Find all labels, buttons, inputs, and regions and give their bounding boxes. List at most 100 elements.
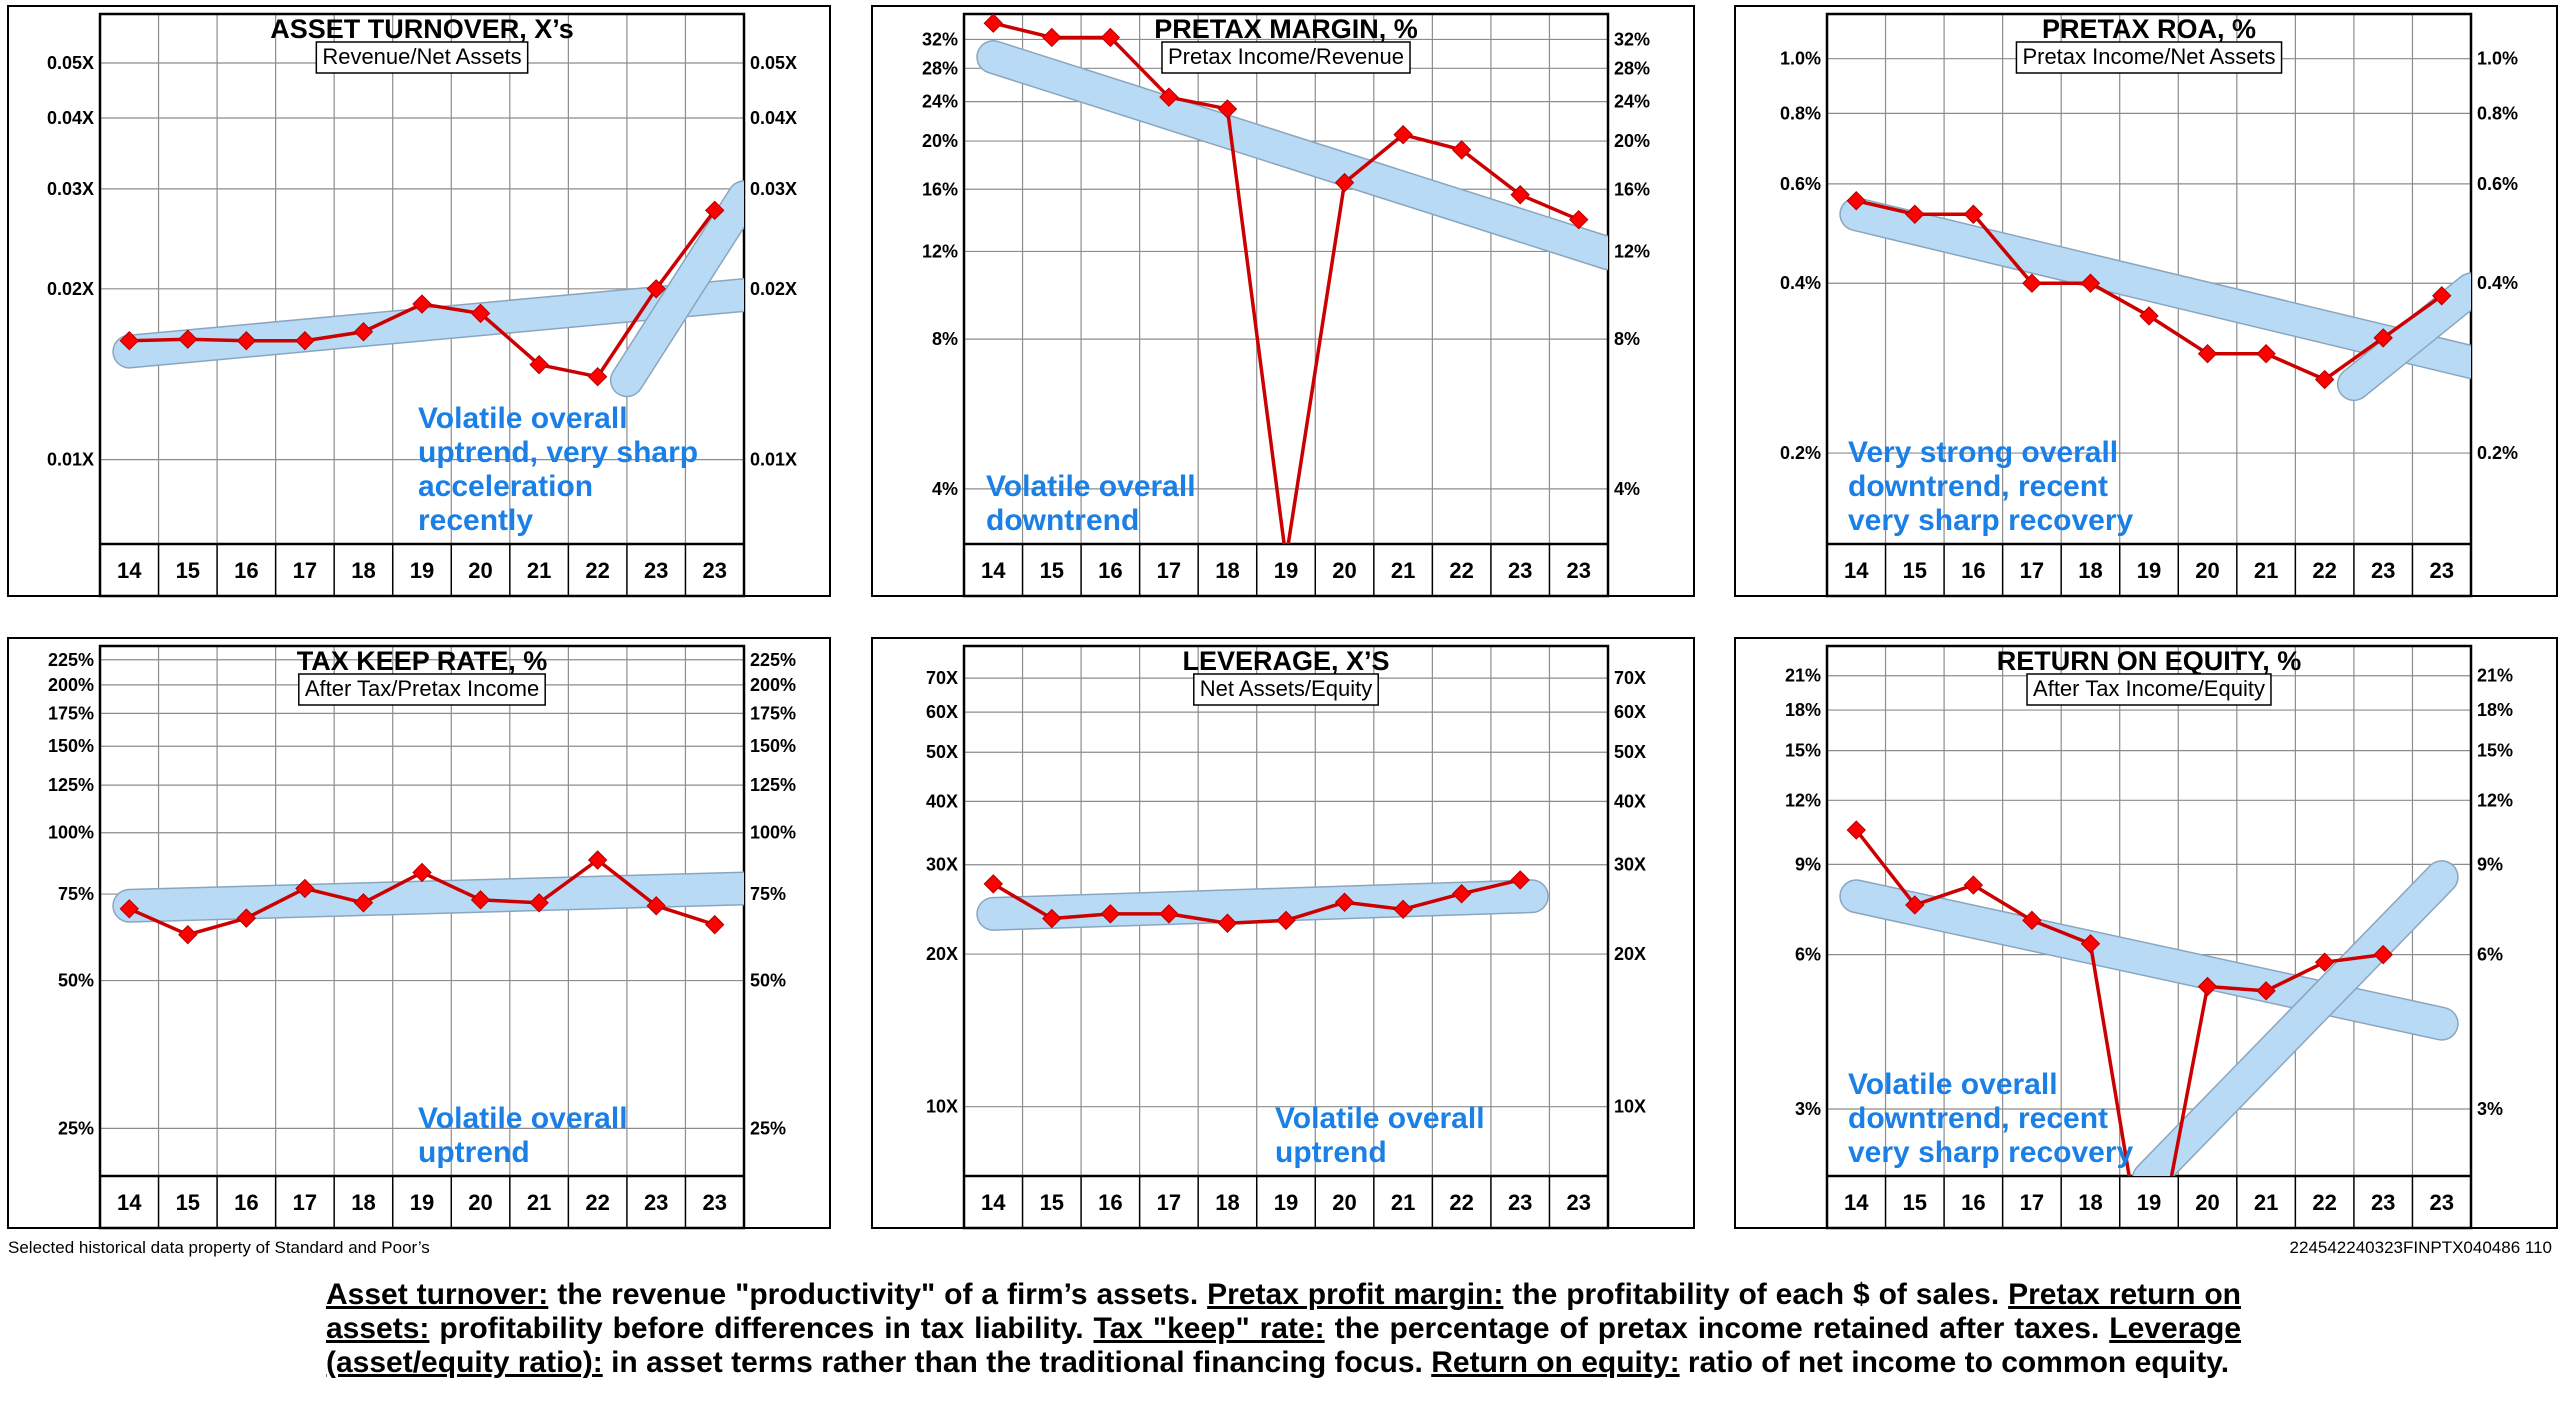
data-point xyxy=(2139,306,2159,326)
trend-band xyxy=(611,181,744,396)
trend-band xyxy=(113,279,744,368)
y-tick-label-left: 200% xyxy=(48,675,94,695)
x-tick-label: 20 xyxy=(2195,558,2219,583)
x-tick-label: 20 xyxy=(1332,1190,1356,1215)
data-point xyxy=(353,893,374,913)
data-point xyxy=(1846,191,1866,211)
x-tick-label: 23 xyxy=(1508,1190,1532,1215)
chart-title: ASSET TURNOVER, X’s xyxy=(270,14,574,44)
x-tick-label: 15 xyxy=(176,1190,200,1215)
data-point xyxy=(1042,27,1062,48)
plot-area xyxy=(1839,191,2471,402)
plot-area-border xyxy=(1825,644,2473,1230)
y-tick-label-left: 28% xyxy=(922,58,958,78)
data-point xyxy=(1217,99,1238,119)
data-point xyxy=(1963,875,1984,895)
y-tick-label-left: 25% xyxy=(58,1118,94,1138)
x-tick-label: 23 xyxy=(1566,1190,1590,1215)
data-point xyxy=(2256,981,2276,1001)
x-tick-label: 23 xyxy=(1508,558,1532,583)
data-point xyxy=(1042,908,1062,929)
x-tick-label: 18 xyxy=(351,558,375,583)
data-point xyxy=(1100,27,1121,48)
x-tick-label: 14 xyxy=(117,1190,142,1215)
y-tick-label-left: 0.02X xyxy=(47,279,94,299)
glossary-term: Asset turnover: xyxy=(326,1278,549,1311)
plot-area xyxy=(112,850,744,945)
x-tick-label: 19 xyxy=(2137,558,2161,583)
y-tick-label-right: 3% xyxy=(2477,1099,2503,1119)
data-point xyxy=(2022,273,2042,293)
plot-area xyxy=(976,870,1549,933)
chart-panel-5: 10X 10X 20X 20X 30X 30X 40X 40X 50X 50X 60X 60X 70X 7… xyxy=(871,637,1695,1230)
y-tick-label-left: 60X xyxy=(926,702,958,722)
y-tick-label-left: 12% xyxy=(922,241,958,261)
data-point xyxy=(1276,910,1296,931)
y-tick-label-right: 20X xyxy=(1614,944,1646,964)
chart-subtitle: After Tax/Pretax Income xyxy=(305,676,539,701)
trend-band xyxy=(2338,273,2471,400)
subtitle-box xyxy=(298,673,546,706)
x-tick-label: 18 xyxy=(2078,1190,2102,1215)
y-tick-label-left: 50X xyxy=(926,742,958,762)
data-point xyxy=(1393,899,1413,920)
y-tick-label-left: 12% xyxy=(1785,790,1821,810)
data-point xyxy=(587,366,608,387)
subtitle-box xyxy=(315,41,529,74)
data-point xyxy=(2373,944,2393,965)
x-tick-label: 22 xyxy=(1449,1190,1473,1215)
y-tick-label-right: 21% xyxy=(2477,666,2513,686)
y-tick-label-right: 125% xyxy=(750,775,796,795)
annotation-line: Volatile overall xyxy=(418,402,628,435)
annotation-line: downtrend xyxy=(986,504,1139,537)
x-tick-label: 14 xyxy=(1844,558,1869,583)
subtitle-box xyxy=(1161,41,1411,74)
y-tick-label-left: 0.2% xyxy=(1780,443,1821,463)
y-tick-label-left: 21% xyxy=(1785,666,1821,686)
data-point xyxy=(295,878,315,899)
x-tick-label: 17 xyxy=(293,1190,317,1215)
y-tick-label-left: 10X xyxy=(926,1097,958,1117)
y-tick-label-right: 32% xyxy=(1614,29,1650,49)
x-tick-label: 23 xyxy=(644,1190,668,1215)
data-point xyxy=(2432,286,2452,306)
y-tick-label-right: 0.8% xyxy=(2477,103,2518,123)
annotation-line: downtrend, recent xyxy=(1848,1102,2108,1135)
x-tick-label: 21 xyxy=(1391,1190,1415,1215)
y-tick-label-left: 20X xyxy=(926,944,958,964)
x-tick-label: 20 xyxy=(468,1190,492,1215)
data-point xyxy=(646,896,666,916)
annotation-line: uptrend, very sharp xyxy=(418,436,698,469)
chart-panel-1: 0.01X 0.01X 0.02X 0.02X 0.03X 0.03X 0.04X 0.04X… xyxy=(7,5,831,598)
data-point xyxy=(2256,344,2276,364)
y-tick-label-right: 150% xyxy=(750,736,796,756)
data-point xyxy=(1334,892,1355,912)
chart-subtitle: Pretax Income/Net Assets xyxy=(2022,44,2275,69)
x-tick-label: 14 xyxy=(117,558,142,583)
data-point xyxy=(2314,952,2335,972)
annotation-line: acceleration xyxy=(418,470,593,503)
y-tick-label-right: 50X xyxy=(1614,742,1646,762)
data-line xyxy=(992,21,1580,544)
plot-area-border xyxy=(962,644,1610,1230)
y-tick-label-right: 8% xyxy=(1614,329,1640,349)
data-point xyxy=(1159,904,1179,924)
chart-panel-3: 0.2% 0.2% 0.4% 0.4% 0.6% 0.6% 0.8% 0.8% 1.0% 1.0%… xyxy=(1734,5,2558,598)
data-point xyxy=(529,354,549,375)
y-tick-label-left: 225% xyxy=(48,650,94,670)
annotation-line: Very strong overall xyxy=(1848,436,2118,469)
y-tick-label-left: 1.0% xyxy=(1780,49,1821,69)
x-tick-label: 16 xyxy=(234,1190,258,1215)
chart-title: TAX KEEP RATE, % xyxy=(297,646,548,676)
data-point xyxy=(412,862,432,883)
data-point xyxy=(983,874,1003,894)
x-tick-label: 21 xyxy=(527,558,551,583)
x-tick-label: 19 xyxy=(410,558,434,583)
trend-band xyxy=(2133,861,2458,1176)
annotation-line: very sharp recovery xyxy=(1848,1136,2134,1169)
data-point xyxy=(1846,820,1866,840)
y-tick-label-right: 10X xyxy=(1614,1097,1646,1117)
data-point xyxy=(705,914,725,935)
data-point xyxy=(529,893,549,913)
y-tick-label-left: 20% xyxy=(922,131,958,151)
